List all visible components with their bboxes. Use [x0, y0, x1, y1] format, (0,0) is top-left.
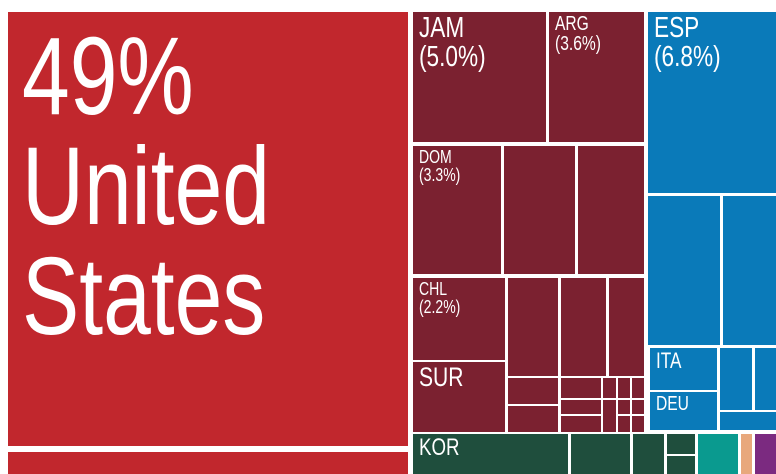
node-label: ESP (6.8%) — [654, 14, 776, 72]
treemap-cell — [741, 434, 752, 474]
node-label: SUR — [419, 364, 505, 391]
treemap-node — [650, 348, 717, 390]
treemap-cell — [578, 146, 644, 274]
value-label: 49% — [22, 15, 194, 138]
treemap-cell — [723, 196, 776, 345]
node-name: DOM — [419, 147, 452, 167]
treemap-cell — [720, 348, 752, 410]
treemap-cell — [508, 278, 558, 376]
node-label: CHL (2.2%) — [419, 280, 505, 316]
treemap-cell — [755, 348, 776, 410]
treemap-cell — [504, 146, 575, 274]
treemap-cell — [667, 434, 695, 454]
node-name: DEU — [656, 393, 689, 415]
treemap-cell — [632, 400, 644, 414]
value-label: (5.0%) — [419, 41, 486, 73]
treemap-cell — [561, 278, 606, 376]
node-name: KOR — [419, 434, 460, 461]
treemap-cell — [632, 378, 644, 398]
value-label: (2.2%) — [419, 297, 461, 317]
treemap-cell — [633, 434, 664, 474]
treemap-cell — [618, 416, 630, 432]
value-label: (3.3%) — [419, 165, 461, 185]
treemap-cell — [561, 400, 601, 414]
treemap-cell — [720, 412, 776, 430]
treemap-node — [413, 434, 568, 474]
treemap-cell — [618, 378, 630, 398]
node-label: ITA — [656, 350, 718, 372]
treemap-cell — [8, 452, 408, 474]
treemap-cell — [698, 434, 738, 474]
treemap-cell — [508, 378, 558, 404]
treemap-cell — [603, 378, 616, 398]
treemap-cell — [618, 400, 630, 414]
node-name: ESP — [654, 12, 700, 44]
node-name: CHL — [419, 279, 448, 299]
value-label: (3.6%) — [555, 33, 601, 55]
treemap-cell — [667, 456, 695, 474]
node-label: 49% United States — [22, 22, 412, 352]
value-label: (6.8%) — [654, 41, 721, 73]
treemap-node — [413, 278, 505, 360]
treemap-cell — [508, 406, 558, 432]
treemap-cell — [561, 416, 601, 432]
node-name: SUR — [419, 362, 464, 392]
node-label: ARG (3.6%) — [555, 14, 649, 54]
treemap-node — [413, 362, 505, 432]
treemap-node — [648, 12, 776, 193]
treemap-node — [549, 12, 644, 142]
node-label: DEU — [656, 394, 718, 414]
treemap-node — [413, 146, 501, 274]
treemap-node — [413, 12, 546, 142]
node-label: DOM (3.3%) — [419, 148, 505, 184]
treemap-node — [650, 392, 717, 430]
treemap-cell — [603, 400, 616, 432]
node-name: United States — [22, 125, 271, 358]
node-label: KOR — [419, 436, 559, 460]
node-name: ARG — [555, 13, 589, 35]
treemap-cell — [609, 278, 644, 376]
treemap-cell — [648, 196, 720, 345]
treemap-cell — [632, 416, 644, 432]
node-label: JAM (5.0%) — [419, 14, 544, 72]
treemap-node — [8, 12, 408, 446]
node-name: JAM — [419, 12, 465, 44]
treemap-cell — [561, 378, 601, 398]
node-name: ITA — [656, 348, 682, 373]
treemap-cell — [571, 434, 630, 474]
treemap-cell — [755, 434, 776, 474]
